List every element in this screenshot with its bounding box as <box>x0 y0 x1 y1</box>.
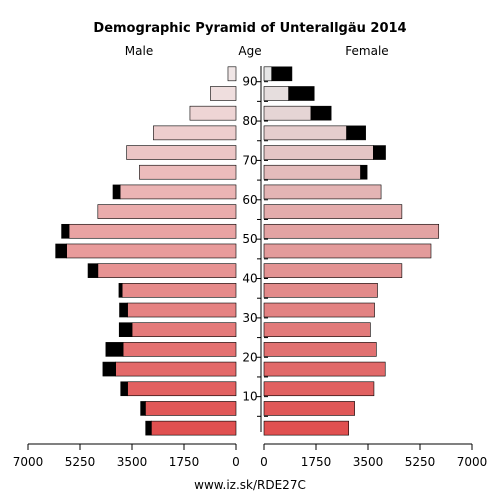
female-bar-20-24 <box>263 342 377 357</box>
female-bar-30-34 <box>263 302 375 318</box>
male-x-tick-label: 7000 <box>13 455 44 469</box>
male-foreign-bar-25-29 <box>118 322 133 338</box>
male-foreign-bar-10-14 <box>120 381 128 397</box>
age-tick-label: 20 <box>242 350 257 364</box>
female-x-tick-label: 7000 <box>457 455 488 469</box>
male-bar-5-9 <box>145 401 237 416</box>
male-bar-35-39 <box>121 283 237 298</box>
male-bar-15-19 <box>115 361 237 377</box>
female-bar-60-64 <box>263 184 382 200</box>
male-bar-0-4 <box>151 420 237 436</box>
male-bar-70-74 <box>126 145 237 160</box>
male-x-tick-label: 1750 <box>169 455 200 469</box>
age-tick-label: 80 <box>242 114 257 128</box>
female-x-tick-label: 5250 <box>405 455 436 469</box>
female-foreign-bar-70-74 <box>373 145 386 160</box>
male-bar-45-49 <box>66 243 237 259</box>
female-bar-40-44 <box>263 263 403 278</box>
bars-layer <box>55 66 440 436</box>
male-x-tick-label: 5250 <box>65 455 96 469</box>
female-bar-85-89 <box>263 86 289 101</box>
female-foreign-bar-65-69 <box>360 164 368 180</box>
male-bar-25-29 <box>131 322 237 338</box>
age-tick-label: 10 <box>242 390 257 404</box>
age-tick-label: 50 <box>242 232 257 246</box>
female-foreign-bar-90+ <box>271 66 293 82</box>
footer-url: www.iz.sk/RDE27C <box>194 478 306 492</box>
female-bar-15-19 <box>263 361 386 377</box>
female-bar-25-29 <box>263 322 371 338</box>
male-foreign-bar-15-19 <box>102 361 116 377</box>
male-foreign-bar-60-64 <box>112 184 121 200</box>
male-foreign-bar-45-49 <box>55 243 67 259</box>
female-bar-35-39 <box>263 283 378 298</box>
male-bar-55-59 <box>97 204 237 219</box>
male-foreign-bar-5-9 <box>140 401 146 416</box>
male-foreign-bar-30-34 <box>119 302 128 318</box>
age-tick-label: 70 <box>242 153 257 167</box>
female-bar-5-9 <box>263 401 355 416</box>
male-bar-50-54 <box>68 223 237 239</box>
female-bar-80-84 <box>263 105 312 121</box>
male-bar-85-89 <box>210 86 237 101</box>
female-foreign-bar-85-89 <box>288 86 315 101</box>
female-bar-0-4 <box>263 420 349 436</box>
male-x-tick-label: 3500 <box>117 455 148 469</box>
male-bar-10-14 <box>127 381 237 397</box>
male-header: Male <box>125 44 153 58</box>
female-x-tick-label: 1750 <box>301 455 332 469</box>
age-tick-label: 40 <box>242 272 257 286</box>
male-bar-60-64 <box>119 184 237 200</box>
chart-title: Demographic Pyramid of Unterallgäu 2014 <box>93 21 406 36</box>
male-bar-80-84 <box>189 105 237 121</box>
female-bar-70-74 <box>263 145 374 160</box>
male-foreign-bar-50-54 <box>61 223 70 239</box>
female-bar-65-69 <box>263 164 361 180</box>
female-bar-10-14 <box>263 381 375 397</box>
female-bar-55-59 <box>263 204 403 219</box>
age-tick-label: 60 <box>242 193 257 207</box>
male-foreign-bar-35-39 <box>118 283 123 298</box>
male-bar-30-34 <box>127 302 237 318</box>
male-bar-65-69 <box>139 164 237 180</box>
female-x-tick-label: 0 <box>260 455 268 469</box>
female-header: Female <box>345 44 388 58</box>
female-bar-45-49 <box>263 243 432 259</box>
male-foreign-bar-20-24 <box>105 342 124 357</box>
female-bar-75-79 <box>263 125 347 141</box>
age-tick-label: 90 <box>242 75 257 89</box>
male-bar-40-44 <box>97 263 237 278</box>
female-foreign-bar-75-79 <box>346 125 366 141</box>
male-bar-75-79 <box>153 125 237 141</box>
age-header: Age <box>238 44 261 58</box>
axes-layer: 0 0 1750 1750 3500 3500 5250 5250 7000 7000 10 20 30… <box>13 66 488 469</box>
female-foreign-bar-80-84 <box>310 105 332 121</box>
male-x-tick-label: 0 <box>232 455 240 469</box>
male-bar-90+ <box>227 66 237 82</box>
male-foreign-bar-40-44 <box>87 263 99 278</box>
female-x-tick-label: 3500 <box>353 455 384 469</box>
male-foreign-bar-0-4 <box>145 420 152 436</box>
female-bar-90+ <box>263 66 273 82</box>
male-bar-20-24 <box>122 342 237 357</box>
female-bar-50-54 <box>263 223 440 239</box>
age-tick-label: 30 <box>242 311 257 325</box>
